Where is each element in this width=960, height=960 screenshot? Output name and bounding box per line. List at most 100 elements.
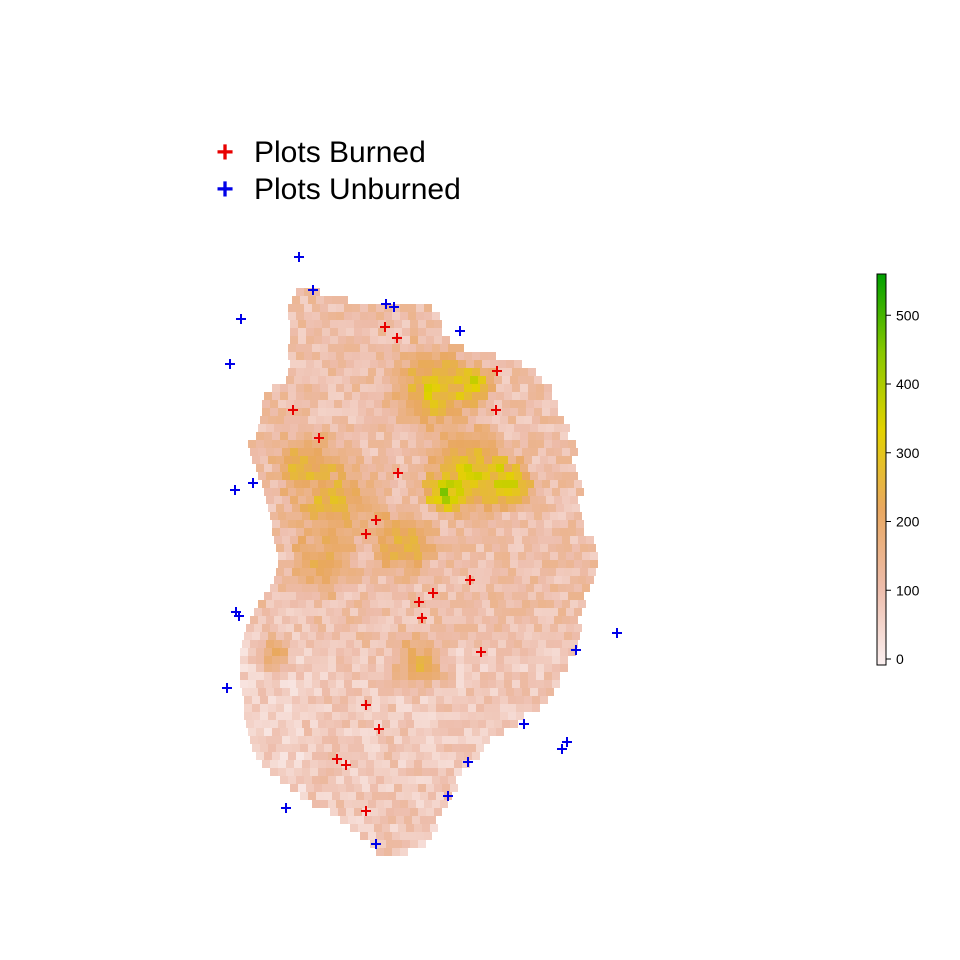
raster-cell	[526, 608, 534, 616]
raster-cell	[270, 584, 278, 592]
raster-cell	[280, 648, 288, 656]
raster-cell	[408, 368, 416, 376]
raster-cell	[490, 640, 498, 648]
raster-cell	[358, 512, 366, 520]
raster-cell	[414, 768, 422, 776]
raster-cell	[432, 528, 440, 536]
raster-cell	[334, 552, 342, 560]
raster-cell	[416, 800, 424, 808]
raster-cell	[506, 688, 514, 696]
raster-cell	[382, 560, 390, 568]
raster-cell	[538, 496, 546, 504]
raster-cell	[416, 776, 424, 784]
raster-cell	[354, 448, 362, 456]
raster-cell	[574, 584, 582, 592]
plot-unburned-marker	[371, 839, 381, 849]
raster-cell	[270, 760, 278, 768]
raster-cell	[486, 720, 494, 728]
raster-cell	[360, 648, 368, 656]
raster-cell	[274, 448, 282, 456]
raster-cell	[298, 616, 306, 624]
raster-cell	[310, 720, 318, 728]
raster-cell	[392, 432, 400, 440]
raster-cell	[376, 672, 384, 680]
raster-cell	[508, 504, 516, 512]
raster-cell	[344, 432, 352, 440]
raster-cell	[550, 400, 558, 408]
raster-cell	[424, 312, 432, 320]
raster-cell	[420, 712, 428, 720]
raster-cell	[320, 664, 328, 672]
raster-cell	[450, 600, 458, 608]
raster-cell	[260, 696, 268, 704]
raster-cell	[478, 720, 486, 728]
raster-cell	[438, 408, 446, 416]
raster-cell	[438, 400, 446, 408]
raster-cell	[464, 520, 472, 528]
plot-burned-marker	[374, 724, 384, 734]
raster-cell	[304, 488, 312, 496]
raster-cell	[392, 848, 400, 856]
raster-cell	[310, 400, 318, 408]
raster-cell	[542, 584, 550, 592]
raster-cell	[382, 512, 390, 520]
raster-cell	[482, 536, 490, 544]
raster-cell	[288, 656, 296, 664]
raster-cell	[310, 760, 318, 768]
raster-cell	[372, 816, 380, 824]
raster-cell	[428, 816, 436, 824]
raster-cell	[508, 704, 516, 712]
raster-cell	[272, 464, 280, 472]
raster-cell	[490, 472, 498, 480]
raster-cell	[386, 808, 394, 816]
raster-cell	[364, 816, 372, 824]
raster-cell	[364, 712, 372, 720]
raster-cell	[442, 576, 450, 584]
raster-cell	[536, 672, 544, 680]
raster-cell	[560, 432, 568, 440]
raster-cell	[346, 640, 354, 648]
raster-cell	[560, 464, 568, 472]
raster-cell	[348, 568, 356, 576]
raster-cell	[436, 744, 444, 752]
raster-cell	[380, 704, 388, 712]
raster-cell	[408, 520, 416, 528]
raster-cell	[420, 544, 428, 552]
raster-cell	[354, 784, 362, 792]
raster-cell	[400, 848, 408, 856]
raster-cell	[298, 336, 306, 344]
raster-cell	[446, 512, 454, 520]
raster-cell	[332, 792, 340, 800]
raster-cell	[312, 344, 320, 352]
raster-cell	[536, 392, 544, 400]
raster-cell	[352, 672, 360, 680]
raster-cell	[464, 352, 472, 360]
raster-cell	[564, 504, 572, 512]
raster-cell	[288, 392, 296, 400]
raster-cell	[412, 568, 420, 576]
raster-cell	[288, 680, 296, 688]
raster-cell	[568, 592, 576, 600]
raster-cell	[358, 584, 366, 592]
raster-cell	[296, 592, 304, 600]
raster-cell	[374, 480, 382, 488]
raster-cell	[480, 664, 488, 672]
raster-cell	[542, 608, 550, 616]
raster-cell	[302, 376, 310, 384]
raster-cell	[352, 440, 360, 448]
raster-cell	[496, 488, 504, 496]
raster-cell	[464, 680, 472, 688]
raster-cell	[334, 408, 342, 416]
raster-cell	[418, 360, 426, 368]
raster-cell	[418, 336, 426, 344]
raster-cell	[484, 704, 492, 712]
raster-cell	[264, 664, 272, 672]
raster-cell	[344, 728, 352, 736]
raster-cell	[522, 448, 530, 456]
raster-cell	[306, 336, 314, 344]
raster-cell	[278, 720, 286, 728]
raster-cell	[394, 320, 402, 328]
raster-cell	[480, 464, 488, 472]
raster-cell	[382, 400, 390, 408]
raster-cell	[512, 440, 520, 448]
